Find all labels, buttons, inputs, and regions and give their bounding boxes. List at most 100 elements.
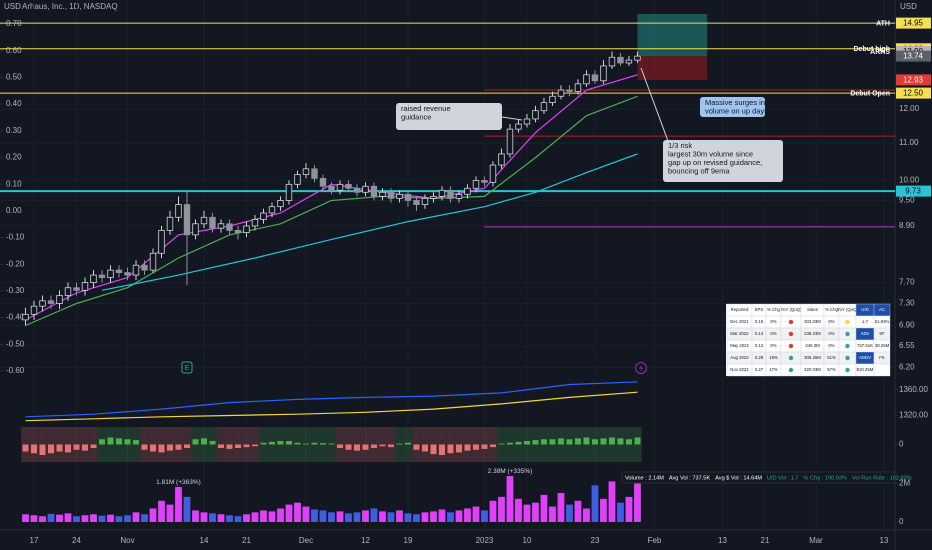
volume-bar bbox=[115, 516, 123, 522]
x-tick-label: 13 bbox=[718, 536, 727, 545]
histogram-bar bbox=[328, 443, 335, 445]
candle-body bbox=[634, 55, 641, 61]
volume-bar bbox=[498, 496, 505, 522]
candle-body bbox=[353, 187, 361, 193]
histogram-bar bbox=[22, 444, 29, 452]
volume-bar bbox=[430, 511, 437, 522]
candle-body bbox=[370, 185, 378, 197]
volume-bar bbox=[574, 500, 582, 522]
status-dot bbox=[788, 331, 794, 337]
histogram-bar bbox=[472, 444, 479, 450]
x-tick-label: 21 bbox=[242, 536, 251, 545]
table-cell-text: 0% bbox=[828, 319, 834, 324]
histogram-bar bbox=[90, 444, 97, 448]
volume-bar bbox=[302, 506, 310, 522]
status-item: Volume : 2.14M bbox=[625, 475, 664, 481]
candle-body bbox=[557, 89, 565, 97]
candle-body bbox=[489, 164, 497, 183]
histogram-bar bbox=[39, 444, 46, 455]
histogram-bar bbox=[540, 439, 547, 445]
volume-bar bbox=[506, 476, 514, 522]
table-cell-text: ADV bbox=[861, 331, 870, 336]
candle-body bbox=[362, 185, 369, 193]
volume-bar bbox=[285, 504, 293, 522]
candle-body bbox=[107, 269, 114, 278]
candle-body bbox=[132, 264, 140, 276]
callout-box bbox=[396, 103, 502, 130]
candle-body bbox=[591, 74, 599, 82]
candle-body bbox=[260, 212, 267, 220]
x-tick-label: 2023 bbox=[476, 536, 494, 545]
histogram-bar bbox=[574, 438, 581, 445]
price-badge-label: 9.73 bbox=[905, 187, 921, 196]
volume-bar bbox=[370, 508, 378, 522]
histogram-bar bbox=[481, 444, 488, 449]
volume-bar bbox=[64, 513, 72, 522]
table-cell-text: 320.03M bbox=[804, 367, 821, 372]
candle-body bbox=[192, 223, 199, 236]
volume-bar bbox=[353, 512, 361, 522]
table-cell-text: FK bbox=[879, 355, 885, 360]
histogram-bar bbox=[566, 439, 573, 445]
histogram-bar bbox=[200, 438, 207, 445]
x-tick-label: 17 bbox=[30, 536, 39, 545]
volume-bar bbox=[175, 487, 182, 522]
volume-bar bbox=[47, 513, 55, 522]
candle-body bbox=[498, 153, 505, 166]
candle-body bbox=[22, 313, 29, 321]
histogram-bar bbox=[362, 444, 369, 450]
histogram-bar bbox=[404, 442, 411, 445]
price-badge bbox=[896, 50, 931, 62]
candle-body bbox=[90, 274, 97, 284]
candle-body bbox=[234, 229, 242, 234]
volume-bar bbox=[396, 510, 403, 522]
volume-bar bbox=[608, 481, 616, 522]
candle-body bbox=[608, 56, 616, 67]
histogram-bar bbox=[30, 444, 37, 454]
volume-bar bbox=[311, 509, 318, 522]
volume-bar bbox=[56, 514, 63, 522]
table-header: Reported bbox=[731, 307, 749, 312]
table-cell-text: 238.23M bbox=[804, 331, 821, 336]
volume-label: 2.38M (+335%) bbox=[488, 468, 533, 475]
volume-bar bbox=[438, 509, 446, 522]
histogram-bar bbox=[421, 444, 428, 452]
volume-bar bbox=[30, 515, 38, 522]
table-cell-text: 19% bbox=[769, 355, 778, 360]
x-tick-label: 23 bbox=[591, 536, 600, 545]
y2-tick-label: -0.40 bbox=[6, 313, 25, 322]
table-cell-text: 47% bbox=[769, 367, 778, 372]
y2-tick-label: -0.50 bbox=[6, 339, 25, 348]
volume-bar bbox=[268, 511, 276, 522]
histogram-bar bbox=[600, 438, 607, 445]
histogram-bar bbox=[115, 438, 122, 445]
status-dot bbox=[845, 331, 850, 337]
candle-body bbox=[81, 282, 89, 291]
histogram-bar bbox=[608, 437, 615, 445]
volume-bar bbox=[183, 496, 191, 522]
candle-body bbox=[124, 272, 131, 276]
price-badge-tag: Debut high bbox=[853, 46, 890, 53]
x-tick-label: 12 bbox=[361, 536, 370, 545]
histogram-bar bbox=[506, 442, 513, 445]
histogram-bar bbox=[56, 444, 63, 452]
histogram-bar bbox=[166, 444, 173, 451]
histogram-bar bbox=[532, 440, 539, 445]
price-badge-label: 13.74 bbox=[903, 52, 924, 61]
candle-body bbox=[200, 216, 208, 225]
histogram-bar bbox=[73, 444, 80, 450]
histogram-bar bbox=[47, 444, 54, 454]
histogram-bar bbox=[591, 439, 598, 445]
y-tick-label: 10.00 bbox=[899, 175, 920, 184]
histogram-bar bbox=[353, 444, 360, 451]
table-cell-text: 0.27 bbox=[755, 367, 764, 372]
y2-tick-label: 0.00 bbox=[6, 206, 22, 215]
moving-average bbox=[25, 95, 638, 327]
table-header: U/D bbox=[861, 307, 868, 312]
histogram-bar bbox=[549, 439, 556, 445]
table-cell-text: 57% bbox=[827, 367, 836, 372]
table-cell-text: 0.28 bbox=[755, 355, 764, 360]
volume-bar bbox=[549, 506, 556, 522]
volume-bar bbox=[294, 502, 301, 522]
candle-body bbox=[149, 252, 157, 271]
